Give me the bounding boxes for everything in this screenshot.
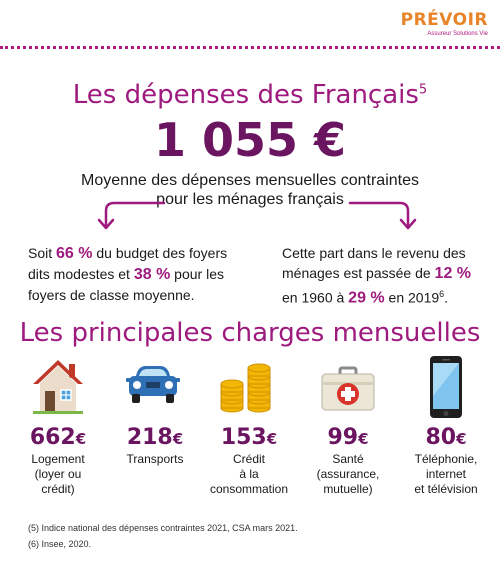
currency: € xyxy=(172,430,184,448)
label-line: consommation xyxy=(209,482,289,496)
charge-health: 99€ Santé (assurance, mutuelle) xyxy=(300,425,396,497)
amount-description-line2: pour les ménages français xyxy=(156,191,344,208)
label-line: internet xyxy=(425,467,467,481)
curved-arrow-right-icon xyxy=(348,201,417,230)
label-line: Crédit xyxy=(232,452,265,466)
stat-text: . xyxy=(444,289,449,306)
charge-label: Santé (assurance, mutuelle) xyxy=(300,452,396,497)
footnote-ref-5: 5 xyxy=(418,82,428,98)
label-line: et télévision xyxy=(414,482,478,496)
label-line: à la xyxy=(239,467,259,481)
stat-text: pour les foyers de classe moyenne. xyxy=(28,266,224,303)
total-amount: 1 055 € xyxy=(153,113,347,167)
smartphone-icon xyxy=(430,356,462,418)
charge-amount: 80€ xyxy=(398,425,494,450)
charge-transport: 218€ Transports xyxy=(107,425,203,467)
page-title: Les dépenses des Français5 xyxy=(0,80,500,110)
amount-value: 80 xyxy=(425,425,457,450)
footnote-ref-6: 6 xyxy=(439,289,445,299)
stat-income-share: Cette part dans le revenu des ménages es… xyxy=(282,243,482,309)
label-line: Logement xyxy=(31,452,85,466)
currency: € xyxy=(266,430,278,448)
charge-telecom: 80€ Téléphonie, internet et télévision xyxy=(398,425,494,497)
label-line: Téléphonie, xyxy=(414,452,478,466)
amount-description: Moyenne des dépenses mensuelles contrain… xyxy=(0,171,500,209)
dotted-divider xyxy=(0,46,500,49)
label-line: crédit) xyxy=(41,482,75,496)
charge-label: Téléphonie, internet et télévision xyxy=(398,452,494,497)
logo-tagline: Assureur Solutions Vie xyxy=(427,31,488,37)
charge-amount: 662€ xyxy=(10,425,106,450)
charge-amount: 153€ xyxy=(199,425,299,450)
coins-icon xyxy=(220,363,271,413)
amount-value: 662 xyxy=(29,425,76,450)
stat-modest-households: Soit 66 % du budget des foyers dits mode… xyxy=(28,243,248,305)
label-line: (assurance, xyxy=(316,467,380,481)
page-title-text: Les dépenses des Français xyxy=(72,80,419,110)
amount-value: 153 xyxy=(220,425,267,450)
footnote-6: (6) Insee, 2020. xyxy=(28,539,92,549)
curved-arrow-left-icon xyxy=(97,201,166,230)
charge-amount: 99€ xyxy=(300,425,396,450)
charge-amount: 218€ xyxy=(107,425,203,450)
stat-text: du budget des foyers dits modestes et xyxy=(28,245,228,282)
currency: € xyxy=(75,430,87,448)
logo-wordmark: PRÉVOIR xyxy=(400,10,488,30)
stat-text: en 2019 xyxy=(384,289,440,306)
charge-housing: 662€ Logement (loyer ou crédit) xyxy=(10,425,106,497)
brand-logo: PRÉVOIR Assureur Solutions Vie xyxy=(401,10,488,37)
label-line: (loyer ou xyxy=(34,467,82,481)
section-title: Les principales charges mensuelles xyxy=(19,318,481,348)
stat-text: Cette part dans le revenu des ménages es… xyxy=(282,245,466,281)
charge-consumer-credit: 153€ Crédit à la consommation xyxy=(199,425,299,497)
house-icon xyxy=(33,360,83,414)
car-icon xyxy=(126,366,180,403)
label-line: Transports xyxy=(126,452,184,466)
label-line: Santé xyxy=(332,452,364,466)
charge-label: Logement (loyer ou crédit) xyxy=(10,452,106,497)
amount-value: 99 xyxy=(327,425,359,450)
stat-highlight-66: 66 % xyxy=(56,245,93,262)
stat-text: Soit xyxy=(28,245,57,261)
amount-value: 218 xyxy=(126,425,173,450)
stat-highlight-38: 38 % xyxy=(133,266,171,283)
amount-description-line1: Moyenne des dépenses mensuelles contrain… xyxy=(81,172,419,189)
stat-highlight-12: 12 % xyxy=(434,265,472,282)
charge-label: Crédit à la consommation xyxy=(199,452,299,497)
label-line: mutuelle) xyxy=(323,482,373,496)
currency: € xyxy=(456,430,467,448)
first-aid-kit-icon xyxy=(321,366,375,411)
charge-label: Transports xyxy=(107,452,203,467)
footnotes: (5) Indice national des dépenses contrai… xyxy=(28,520,298,552)
stat-text: en 1960 à xyxy=(282,289,349,306)
currency: € xyxy=(358,430,369,448)
footnote-5: (5) Indice national des dépenses contrai… xyxy=(28,523,298,533)
stat-highlight-29: 29 % xyxy=(348,289,385,307)
